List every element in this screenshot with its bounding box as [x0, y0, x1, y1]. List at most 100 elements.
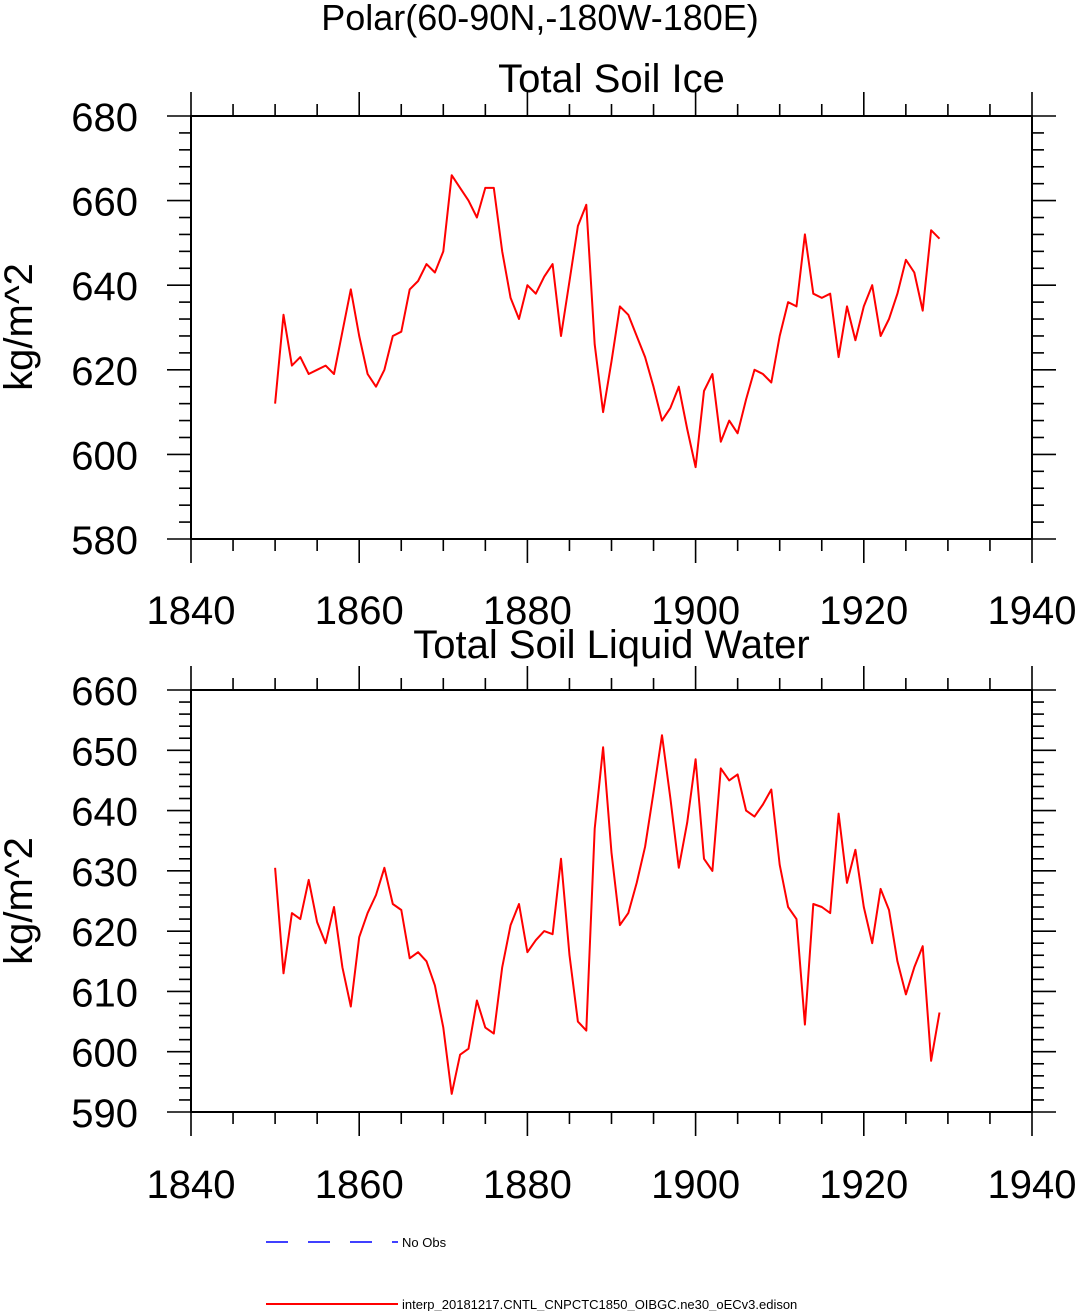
data-point: [829, 912, 831, 914]
plot-frame: [190, 689, 1033, 1113]
data-point: [627, 314, 629, 316]
y-tick-label: 610: [71, 971, 138, 1015]
data-point: [451, 174, 453, 176]
data-point: [442, 250, 444, 252]
data-point: [484, 1027, 486, 1029]
data-point: [325, 942, 327, 944]
data-point: [686, 428, 688, 430]
chart-title: Total Soil Ice: [498, 57, 725, 101]
series-line: [274, 734, 941, 1095]
data-point: [871, 942, 873, 944]
data-point: [779, 335, 781, 337]
y-axis-label: kg/m^2: [0, 837, 41, 965]
series-line: [274, 174, 941, 469]
data-point: [829, 293, 831, 295]
data-point: [905, 993, 907, 995]
data-point: [737, 773, 739, 775]
data-point: [737, 432, 739, 434]
data-point: [888, 909, 890, 911]
data-point: [493, 1033, 495, 1035]
data-point: [678, 867, 680, 869]
data-point: [568, 280, 570, 282]
data-point: [653, 386, 655, 388]
data-point: [838, 813, 840, 815]
data-point: [543, 930, 545, 932]
legend-label-no-obs: No Obs: [402, 1235, 447, 1250]
data-point: [392, 903, 394, 905]
data-point: [367, 912, 369, 914]
data-point: [728, 420, 730, 422]
data-point: [720, 767, 722, 769]
y-tick-label: 660: [71, 181, 138, 225]
data-point: [425, 263, 427, 265]
data-point: [636, 335, 638, 337]
data-point: [779, 864, 781, 866]
data-point: [636, 882, 638, 884]
data-point: [417, 951, 419, 953]
data-point: [896, 960, 898, 962]
data-point: [552, 933, 554, 935]
data-point: [392, 335, 394, 337]
data-point: [459, 187, 461, 189]
data-point: [695, 466, 697, 468]
data-point: [291, 912, 293, 914]
data-point: [358, 936, 360, 938]
data-point: [821, 906, 823, 908]
data-point: [526, 951, 528, 953]
data-point: [838, 356, 840, 358]
data-point: [938, 238, 940, 240]
data-point: [871, 284, 873, 286]
data-point: [812, 293, 814, 295]
data-point: [611, 852, 613, 854]
data-point: [518, 903, 520, 905]
data-point: [695, 758, 697, 760]
data-point: [459, 1054, 461, 1056]
data-point: [720, 441, 722, 443]
data-point: [409, 288, 411, 290]
data-point: [434, 984, 436, 986]
data-point: [375, 386, 377, 388]
y-tick-label: 620: [71, 350, 138, 394]
data-point: [333, 373, 335, 375]
data-point: [753, 816, 755, 818]
data-point: [787, 301, 789, 303]
data-point: [568, 954, 570, 956]
x-tick-label: 1940: [988, 589, 1077, 633]
chart-panel-total-soil-ice: Total Soil Ice kg/m^2 1840 1860 1880 1900 1920…: [0, 57, 1076, 633]
data-point: [913, 272, 915, 274]
data-point: [291, 365, 293, 367]
data-point: [501, 966, 503, 968]
y-tick-label: 650: [71, 730, 138, 774]
data-point: [383, 369, 385, 371]
data-point: [619, 305, 621, 307]
x-tick-label: 1860: [315, 1163, 404, 1207]
plot-frame: [190, 115, 1033, 540]
data-point: [821, 297, 823, 299]
x-tick-label: 1920: [819, 589, 908, 633]
y-tick-label: 600: [71, 434, 138, 478]
chart-title: Total Soil Liquid Water: [413, 623, 809, 667]
data-point: [316, 369, 318, 371]
data-point: [283, 972, 285, 974]
data-point: [375, 894, 377, 896]
data-point: [796, 918, 798, 920]
data-point: [796, 305, 798, 307]
data-point: [585, 1030, 587, 1032]
y-axis-label: kg/m^2: [0, 263, 41, 391]
y-tick-label: 660: [71, 670, 138, 714]
data-point: [316, 921, 318, 923]
data-point: [669, 798, 671, 800]
data-point: [770, 381, 772, 383]
data-point: [299, 356, 301, 358]
x-tick-label: 1860: [315, 589, 404, 633]
data-point: [325, 365, 327, 367]
data-point: [299, 918, 301, 920]
data-point: [510, 297, 512, 299]
data-point: [619, 924, 621, 926]
x-tick-label: 1840: [147, 1163, 236, 1207]
data-point: [762, 804, 764, 806]
data-point: [804, 233, 806, 235]
data-point: [905, 259, 907, 261]
data-point: [745, 810, 747, 812]
data-point: [560, 858, 562, 860]
